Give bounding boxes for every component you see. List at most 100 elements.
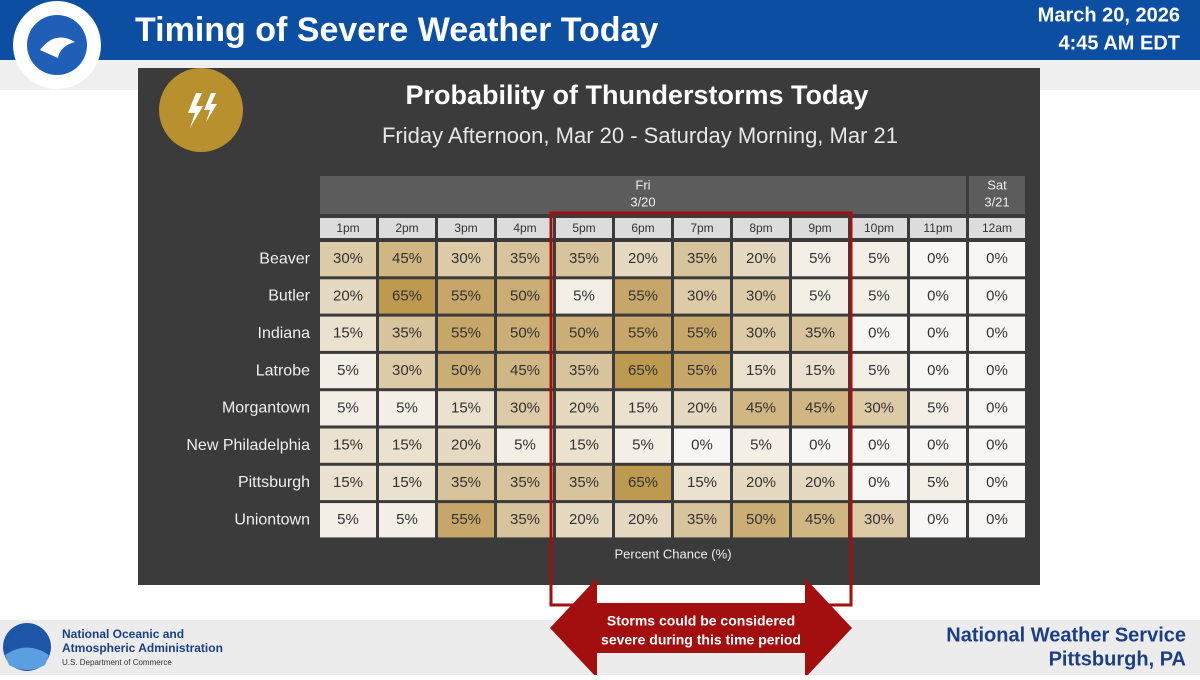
cell-value: 35%: [687, 511, 717, 528]
cell-value: 0%: [986, 511, 1008, 528]
cell: [851, 316, 907, 351]
cell-value: 0%: [986, 474, 1008, 491]
hour-label: 9pm: [808, 221, 831, 235]
cell: [674, 279, 730, 314]
cell-value: 5%: [337, 511, 359, 528]
legend-label: Percent Chance (%): [614, 546, 731, 561]
hour-header: [438, 218, 494, 238]
lightning-bolts: [188, 93, 217, 128]
cell: [969, 353, 1025, 389]
cell: [733, 242, 789, 277]
cell: [910, 242, 966, 277]
cell: [556, 242, 612, 277]
hour-header: [851, 218, 907, 238]
cell: [379, 503, 435, 538]
cell: [851, 428, 907, 463]
cell: [320, 316, 376, 351]
cell-value: 5%: [396, 399, 418, 416]
cell-value: 20%: [628, 511, 658, 528]
cell: [497, 316, 553, 351]
cell-value: 65%: [628, 474, 658, 491]
hour-label: 11pm: [923, 221, 952, 235]
cell-value: 50%: [569, 325, 599, 342]
panel-title: Probability of Thunderstorms Today: [405, 80, 868, 110]
cell-value: 30%: [687, 287, 717, 304]
cell: [615, 316, 671, 351]
cell: [910, 316, 966, 351]
cell-value: 5%: [868, 287, 890, 304]
cell: [674, 353, 730, 389]
cell-value: 15%: [569, 437, 599, 454]
cell-value: 35%: [569, 250, 599, 267]
agency-line2: Atmospheric Administration: [62, 641, 223, 655]
row-label: Indiana: [258, 325, 311, 342]
cell-value: 30%: [451, 250, 481, 267]
cell: [851, 353, 907, 389]
cell-value: 55%: [628, 325, 658, 342]
row-label: Morgantown: [222, 400, 310, 417]
hour-header: [556, 218, 612, 238]
cell: [320, 503, 376, 538]
cell: [969, 503, 1025, 538]
cell-value: 15%: [392, 437, 422, 454]
cell: [674, 465, 730, 501]
row-label: Butler: [268, 288, 310, 305]
day-name: Sat: [987, 177, 1007, 192]
cell: [615, 242, 671, 277]
cell-value: 0%: [986, 437, 1008, 454]
cell: [379, 428, 435, 463]
cell: [792, 353, 848, 389]
cell-value: 55%: [687, 362, 717, 379]
hour-header: [674, 218, 730, 238]
cell: [379, 465, 435, 501]
cell: [320, 279, 376, 314]
cell-value: 5%: [514, 437, 536, 454]
cell: [733, 465, 789, 501]
cell-value: 35%: [569, 474, 599, 491]
hour-label: 1pm: [336, 221, 359, 235]
cell-value: 20%: [569, 399, 599, 416]
cell: [969, 279, 1025, 314]
cell: [556, 391, 612, 426]
cell: [556, 503, 612, 538]
cell-value: 0%: [927, 437, 949, 454]
row-label: Pittsburgh: [238, 474, 310, 491]
cell-value: 20%: [628, 250, 658, 267]
cell-value: 5%: [809, 287, 831, 304]
cell: [320, 353, 376, 389]
cell: [438, 279, 494, 314]
day-date: 3/21: [984, 194, 1009, 209]
day-name: Fri: [635, 177, 650, 192]
cell-value: 35%: [510, 511, 540, 528]
cell: [320, 242, 376, 277]
cell: [851, 465, 907, 501]
hour-header: [497, 218, 553, 238]
cell-value: 30%: [864, 399, 894, 416]
hour-header: [792, 218, 848, 238]
cell-value: 20%: [746, 250, 776, 267]
cell-value: 35%: [805, 325, 835, 342]
cell-value: 0%: [986, 287, 1008, 304]
cell-value: 50%: [746, 511, 776, 528]
cell: [497, 428, 553, 463]
cell-value: 15%: [392, 474, 422, 491]
cell-value: 15%: [805, 362, 835, 379]
hour-header: [733, 218, 789, 238]
cell-value: 30%: [392, 362, 422, 379]
cell: [851, 503, 907, 538]
hour-header: [379, 218, 435, 238]
cell: [379, 279, 435, 314]
hour-label: 4pm: [513, 221, 536, 235]
cell-value: 30%: [864, 511, 894, 528]
cell: [792, 503, 848, 538]
cell-value: 55%: [451, 325, 481, 342]
cell: [615, 503, 671, 538]
table: Fri 3/20 Sat 3/21 1pm 2pm 3pm 4pm 5pm 6pm 7pm 8pm 9p…: [186, 176, 1025, 538]
cell-value: 45%: [805, 511, 835, 528]
cell-value: 20%: [569, 511, 599, 528]
hour-header: [320, 218, 376, 238]
cell: [497, 391, 553, 426]
cell-value: 0%: [986, 250, 1008, 267]
cell-value: 0%: [868, 325, 890, 342]
cell: [851, 242, 907, 277]
